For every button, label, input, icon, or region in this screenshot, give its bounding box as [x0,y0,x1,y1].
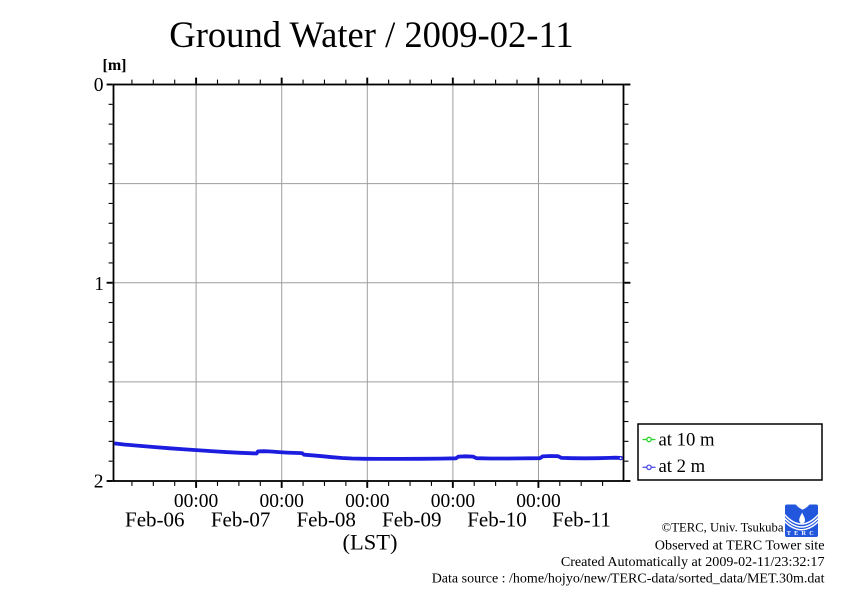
svg-text:1: 1 [94,274,104,295]
svg-text:00:00: 00:00 [516,491,560,512]
svg-text:Feb-11: Feb-11 [552,508,611,532]
svg-text:0: 0 [94,75,104,96]
svg-text:00:00: 00:00 [174,491,218,512]
svg-text:Feb-08: Feb-08 [296,508,356,532]
svg-text:(LST): (LST) [343,530,398,555]
svg-text:Feb-07: Feb-07 [211,508,271,532]
svg-text:at 2 m: at 2 m [659,456,706,477]
svg-text:Ground Water / 2009-02-11: Ground Water / 2009-02-11 [169,14,573,55]
svg-text:©TERC, Univ. Tsukuba: ©TERC, Univ. Tsukuba [662,521,784,535]
svg-text:00:00: 00:00 [345,491,389,512]
svg-text:00:00: 00:00 [259,491,303,512]
svg-text:TERC: TERC [787,530,817,537]
svg-text:Feb-06: Feb-06 [125,508,185,532]
svg-text:Observed at TERC Tower site: Observed at TERC Tower site [655,538,825,554]
svg-text:[m]: [m] [103,57,127,74]
svg-text:00:00: 00:00 [431,491,475,512]
svg-text:Feb-10: Feb-10 [467,508,527,532]
svg-text:at 10 m: at 10 m [659,430,716,451]
svg-text:Data source : /home/hojyo/new/: Data source : /home/hojyo/new/TERC-data/… [432,571,825,586]
svg-text:Feb-09: Feb-09 [382,508,442,532]
svg-text:2: 2 [94,471,104,492]
svg-text:Created Automatically at 2009-: Created Automatically at 2009-02-11/23:3… [561,554,825,570]
